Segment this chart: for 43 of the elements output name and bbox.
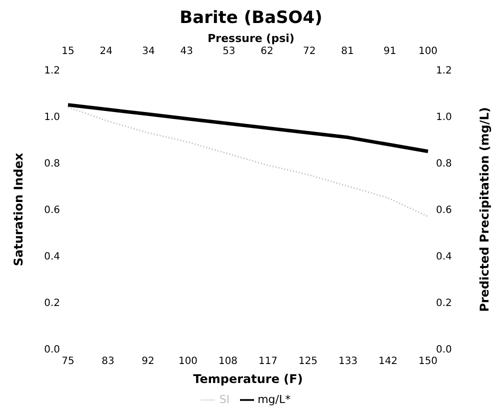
y-tick-label: 1.2 [44, 66, 60, 77]
legend-label: SI [219, 393, 230, 406]
y2-axis-title: Predicted Precipitation (mg/L) [477, 107, 492, 312]
x2-tick-label: 100 [418, 46, 438, 57]
y-tick-label: 1.0 [44, 112, 60, 124]
y2-tick-label: 0.4 [436, 252, 452, 263]
x-axis-title: Temperature (F) [193, 372, 303, 386]
x2-tick-label: 43 [180, 46, 193, 57]
x-tick-label: 125 [298, 356, 318, 368]
x-tick-label: 83 [102, 356, 114, 368]
y2-tick-label: 0.6 [436, 205, 452, 216]
x-tick-label: 142 [378, 356, 398, 368]
x2-tick-label: 91 [384, 46, 396, 57]
y2-tick-label: 0.2 [436, 298, 452, 310]
y-axis-title: Saturation Index [11, 152, 26, 266]
x-tick-label: 75 [62, 356, 74, 368]
x2-axis-title: Pressure (psi) [206, 32, 296, 46]
y2-tick-label: 1.0 [436, 112, 452, 124]
x2-tick-label: 34 [142, 46, 155, 57]
line-series [67, 106, 429, 218]
y-tick-label: 0.6 [44, 205, 60, 216]
chart-title: Barite (BaSO4) [178, 8, 324, 30]
y2-tick-label: 0.0 [436, 344, 452, 356]
y-tick-label: 0.0 [44, 344, 60, 356]
x-tick-label: 150 [418, 356, 438, 368]
line-series [66, 103, 430, 154]
y-tick-label: 0.2 [44, 298, 60, 310]
x-tick-label: 92 [142, 356, 154, 368]
y-tick-label: 0.4 [44, 252, 60, 263]
y2-tick-label: 1.2 [436, 66, 452, 77]
x2-tick-label: 81 [341, 46, 354, 57]
x-tick-label: 117 [258, 356, 278, 368]
y-tick-label: 0.8 [44, 158, 60, 170]
x-tick-label: 108 [218, 356, 238, 368]
x2-tick-label: 15 [62, 46, 74, 57]
y2-tick-label: 0.8 [436, 158, 452, 170]
x2-tick-label: 24 [100, 46, 112, 57]
x-tick-label: 100 [178, 356, 198, 368]
legend-label: mg/L* [258, 393, 291, 406]
x2-tick-label: 62 [260, 46, 274, 57]
x2-tick-label: 53 [222, 46, 236, 57]
x-tick-label: 133 [338, 356, 358, 368]
x2-tick-label: 72 [303, 46, 316, 57]
